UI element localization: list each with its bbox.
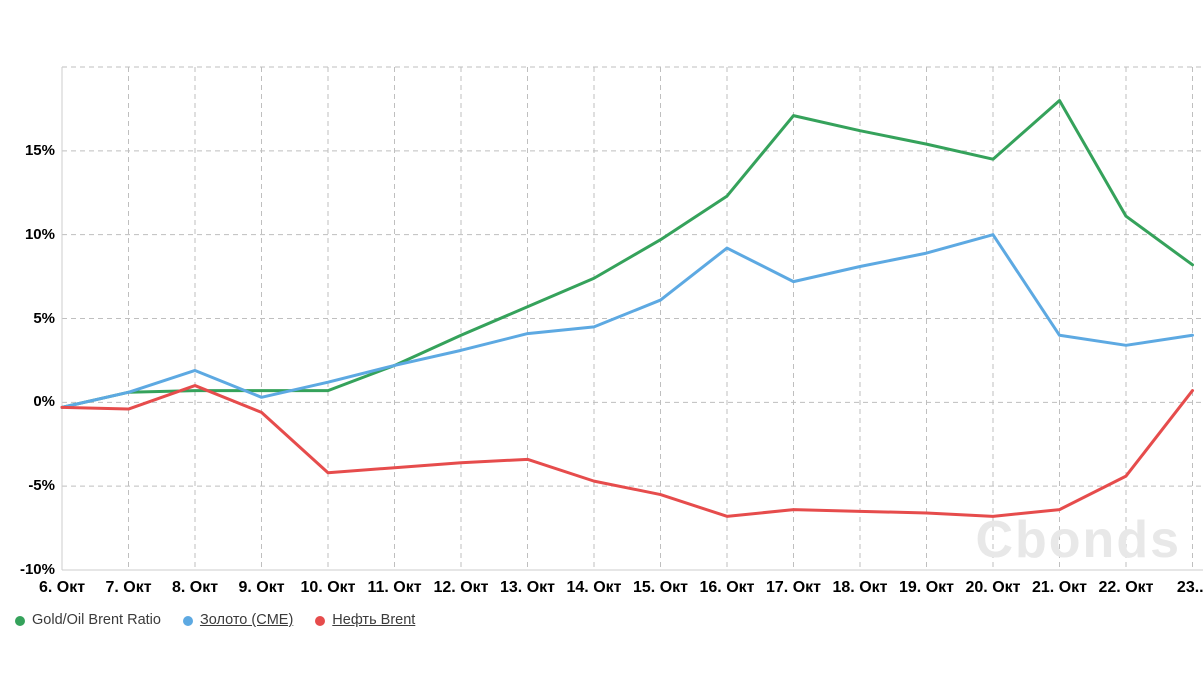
legend-item-2[interactable]: Нефть Brent <box>315 611 415 630</box>
x-tick-label: 18. Окт <box>832 579 888 596</box>
x-tick-label: 11. Окт <box>367 579 422 596</box>
x-tick-label: 7. Окт <box>105 579 152 596</box>
x-tick-label: 8. Окт <box>171 579 219 596</box>
legend-label: Золото (CME) <box>199 612 294 628</box>
legend-marker-icon <box>15 615 25 626</box>
x-tick-label: 15. Окт <box>633 579 688 596</box>
x-tick-label: 10. Окт <box>300 579 356 596</box>
x-tick-label: 9. Окт <box>238 579 285 596</box>
y-tick-label: 5% <box>33 309 55 327</box>
legend-marker-icon <box>315 615 326 626</box>
x-tick-label: 19. Окт <box>899 579 954 596</box>
x-tick-label: 17. Окт <box>766 579 821 596</box>
legend: Gold/Oil Brent Ratio Золото (CME) Нефть Br… <box>15 611 415 630</box>
x-tick-label: 16. Окт <box>699 579 755 596</box>
series-line-1[interactable] <box>60 233 1194 409</box>
x-tick-label: 20. Окт <box>965 579 1021 596</box>
y-tick-label: 15% <box>24 141 55 159</box>
series-line-0[interactable] <box>60 99 1194 409</box>
legend-label: Gold/Oil Brent Ratio <box>32 612 161 628</box>
y-tick-label: 10% <box>24 225 55 243</box>
y-tick-label: 0% <box>33 393 55 411</box>
y-tick-label: -5% <box>28 477 55 495</box>
x-tick-label: 13. Окт <box>500 579 555 596</box>
x-tick-label: 14. Окт <box>566 579 622 596</box>
x-tick-label: 22. Окт <box>1098 579 1154 596</box>
series-line-2[interactable] <box>60 384 1194 518</box>
x-tick-label: 23... <box>1176 579 1203 596</box>
y-tick-label: -10% <box>19 561 55 578</box>
x-tick-label: 21. Окт <box>1032 579 1087 596</box>
x-tick-label: 12. Окт <box>433 579 489 596</box>
legend-label: Нефть Brent <box>332 612 416 628</box>
legend-item-1[interactable]: Золото (CME) <box>182 611 294 630</box>
legend-item-0[interactable]: Gold/Oil Brent Ratio <box>15 611 161 630</box>
legend-marker-icon <box>182 615 193 626</box>
x-tick-label: 6. Окт <box>38 579 86 596</box>
